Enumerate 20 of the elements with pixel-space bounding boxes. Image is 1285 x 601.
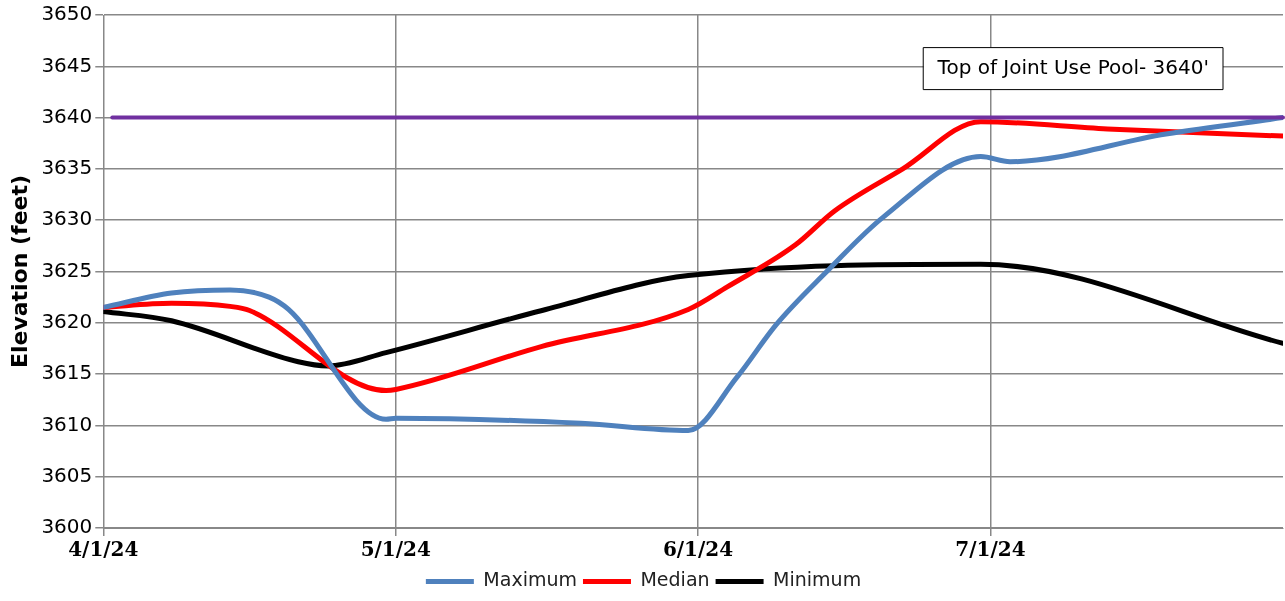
y-tick-label: 3620: [41, 309, 93, 333]
y-axis-title: Elevation (feet): [6, 174, 32, 369]
x-tick-label: 4/1/24: [68, 537, 139, 562]
y-tick-label: 3645: [41, 52, 93, 77]
x-tick-label: 7/1/24: [955, 537, 1026, 562]
x-tick-label: 6/1/24: [662, 537, 734, 562]
legend-label: Median: [640, 568, 710, 591]
legend-label: Maximum: [483, 568, 577, 591]
y-tick-label: 3650: [41, 1, 93, 26]
ref-line-label: Top of Joint Use Pool- 3640': [936, 54, 1210, 79]
y-tick-label: 3630: [41, 206, 93, 231]
y-tick-label: 3640: [41, 103, 93, 128]
y-tick-label: 3610: [41, 411, 93, 436]
y-tick-label: 3615: [41, 360, 93, 385]
x-tick-label: 5/1/24: [360, 537, 431, 562]
y-tick-label: 3600: [41, 514, 93, 539]
y-tick-label: 3635: [41, 155, 93, 180]
y-tick-label: 3625: [41, 257, 93, 282]
y-tick-label: 3605: [41, 462, 93, 487]
legend-label: Minimum: [773, 568, 862, 591]
